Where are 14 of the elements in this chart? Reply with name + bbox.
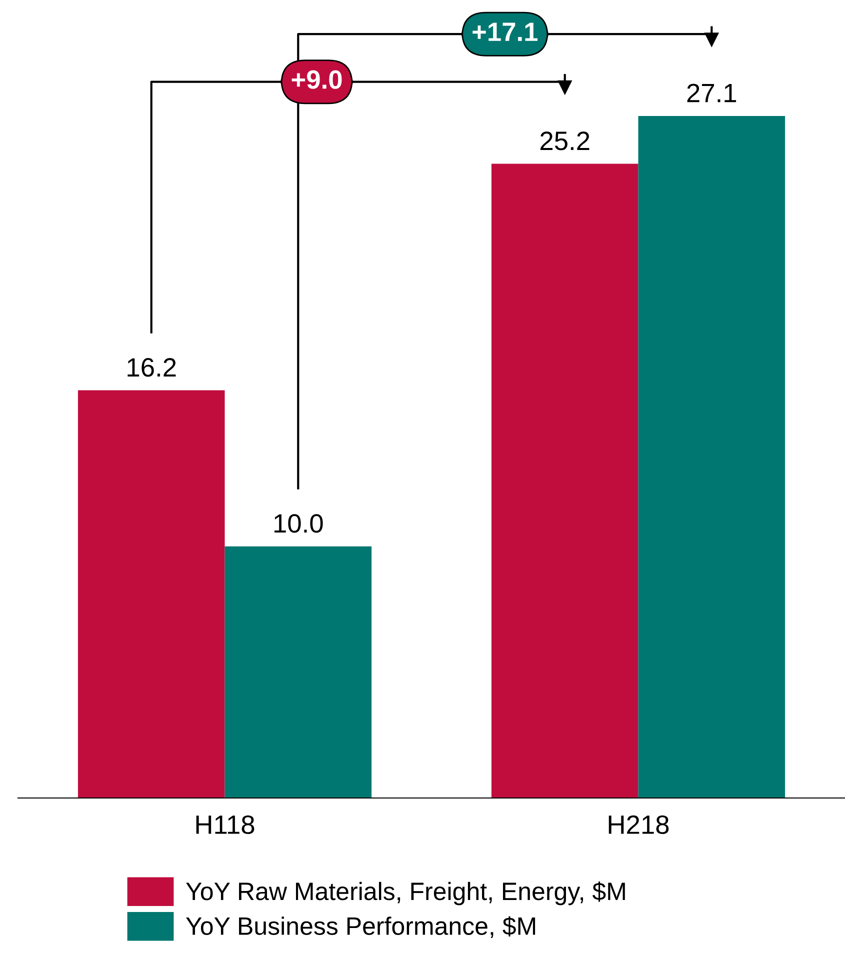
- legend-label: YoY Raw Materials, Freight, Energy, $M: [186, 881, 625, 906]
- bar: [224, 546, 372, 798]
- x-tick-label: H218: [608, 815, 669, 834]
- data-label: 27.1: [687, 84, 736, 102]
- x-tick-label: H118: [196, 815, 254, 834]
- data-label: 25.2: [540, 132, 590, 150]
- bar: [638, 116, 786, 798]
- data-label: 10.0: [274, 514, 323, 533]
- text: +9.0: [292, 70, 342, 89]
- bar: [78, 390, 225, 798]
- data-label: 16.2: [128, 358, 176, 377]
- bar: [491, 164, 638, 798]
- text: +17.1: [472, 22, 538, 41]
- legend-label: YoY Business Performance, $M: [186, 916, 536, 938]
